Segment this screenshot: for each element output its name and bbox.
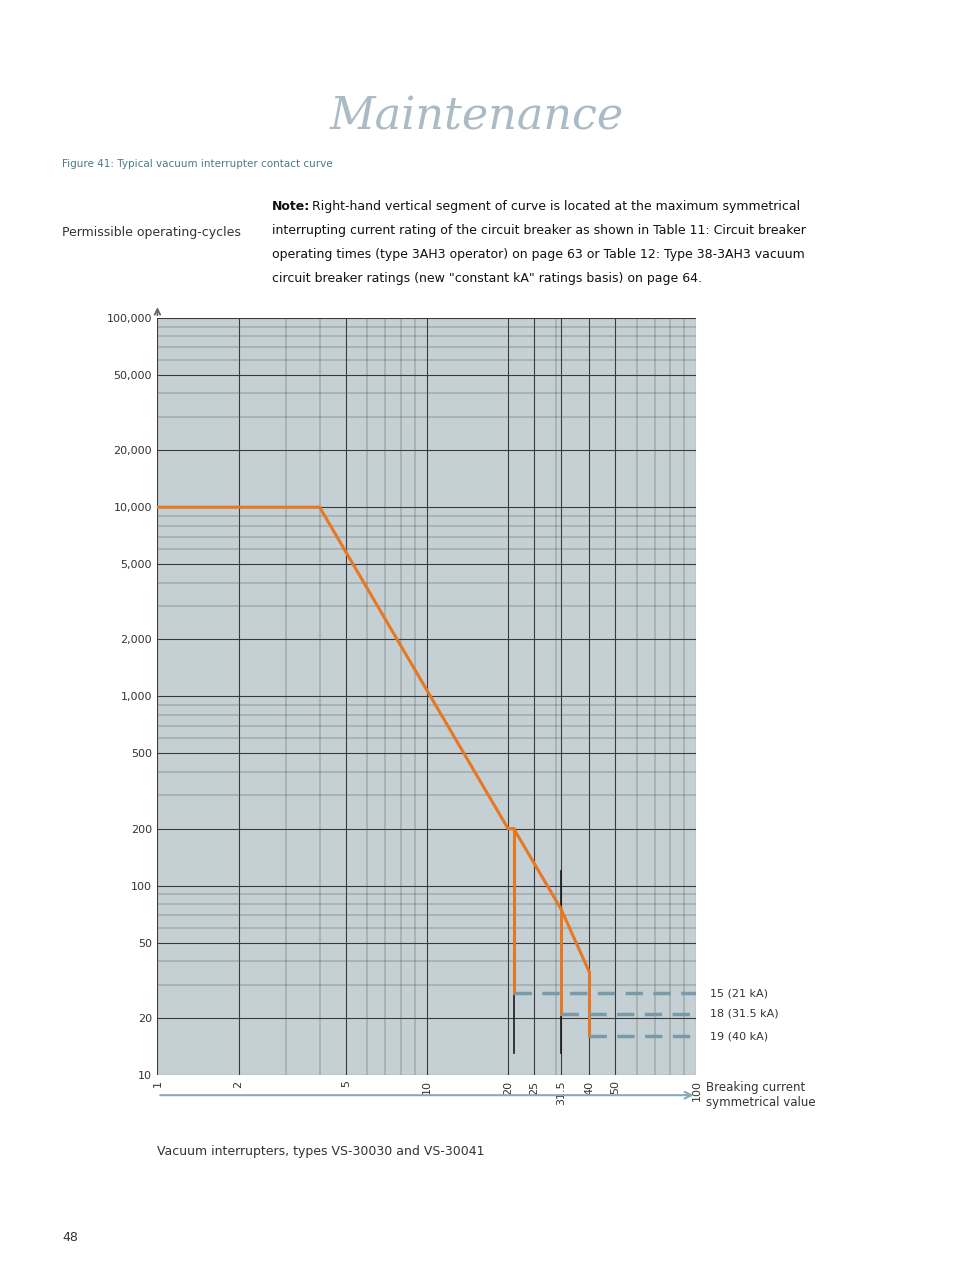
Text: 15 (21 kA): 15 (21 kA)	[710, 988, 767, 999]
Text: 18 (31.5 kA): 18 (31.5 kA)	[710, 1009, 778, 1019]
Text: Right-hand vertical segment of curve is located at the maximum symmetrical: Right-hand vertical segment of curve is …	[308, 200, 800, 212]
Text: Figure 41: Typical vacuum interrupter contact curve: Figure 41: Typical vacuum interrupter co…	[62, 159, 333, 169]
Text: operating times (type 3AH3 operator) on page 63 or Table 12: Type 38-3AH3 vacuum: operating times (type 3AH3 operator) on …	[272, 248, 803, 261]
Text: 19 (40 kA): 19 (40 kA)	[710, 1032, 767, 1042]
Text: Permissible operating-cycles: Permissible operating-cycles	[62, 226, 240, 239]
Text: Maintenance: Maintenance	[330, 95, 623, 139]
Text: interrupting current rating of the circuit breaker as shown in Table 11: Circuit: interrupting current rating of the circu…	[272, 224, 805, 237]
Text: 48: 48	[62, 1231, 78, 1244]
Text: Note:: Note:	[272, 200, 310, 212]
Text: Vacuum interrupters, types VS-30030 and VS-30041: Vacuum interrupters, types VS-30030 and …	[157, 1145, 484, 1158]
Text: Breaking current
symmetrical value: Breaking current symmetrical value	[705, 1081, 815, 1109]
Text: circuit breaker ratings (new "constant kA" ratings basis) on page 64.: circuit breaker ratings (new "constant k…	[272, 272, 701, 285]
